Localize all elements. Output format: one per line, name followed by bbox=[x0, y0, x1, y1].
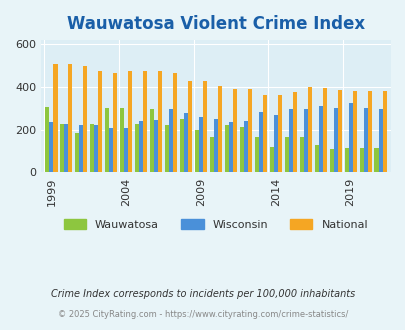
Bar bbox=[292, 92, 296, 173]
Bar bbox=[188, 81, 192, 173]
Bar bbox=[49, 122, 53, 173]
Bar bbox=[98, 71, 102, 173]
Bar bbox=[139, 121, 143, 173]
Bar bbox=[128, 71, 132, 173]
Bar bbox=[258, 112, 262, 173]
Bar bbox=[165, 125, 169, 173]
Bar bbox=[83, 66, 87, 173]
Bar bbox=[183, 113, 188, 173]
Bar bbox=[105, 108, 109, 173]
Bar bbox=[314, 145, 318, 173]
Bar bbox=[124, 128, 128, 173]
Bar bbox=[53, 64, 58, 173]
Bar bbox=[228, 122, 232, 173]
Bar bbox=[217, 86, 222, 173]
Bar bbox=[322, 88, 326, 173]
Bar bbox=[209, 137, 213, 173]
Bar bbox=[299, 137, 303, 173]
Bar bbox=[273, 115, 277, 173]
Bar bbox=[262, 94, 266, 173]
Bar bbox=[303, 110, 307, 173]
Bar bbox=[382, 91, 386, 173]
Bar bbox=[120, 108, 124, 173]
Bar bbox=[362, 108, 367, 173]
Bar bbox=[150, 110, 154, 173]
Bar bbox=[377, 110, 382, 173]
Bar bbox=[243, 121, 247, 173]
Bar bbox=[277, 94, 281, 173]
Bar bbox=[64, 124, 68, 173]
Bar bbox=[143, 71, 147, 173]
Bar bbox=[337, 90, 341, 173]
Title: Wauwatosa Violent Crime Index: Wauwatosa Violent Crime Index bbox=[67, 15, 364, 33]
Bar bbox=[247, 89, 252, 173]
Bar bbox=[307, 87, 311, 173]
Bar bbox=[318, 106, 322, 173]
Bar bbox=[202, 81, 207, 173]
Bar bbox=[239, 126, 243, 173]
Bar bbox=[194, 130, 198, 173]
Bar bbox=[213, 119, 217, 173]
Bar bbox=[352, 91, 356, 173]
Bar bbox=[329, 149, 333, 173]
Bar bbox=[367, 91, 371, 173]
Bar bbox=[359, 148, 362, 173]
Bar bbox=[158, 71, 162, 173]
Bar bbox=[198, 117, 202, 173]
Bar bbox=[269, 147, 273, 173]
Bar bbox=[68, 64, 72, 173]
Bar bbox=[254, 137, 258, 173]
Bar bbox=[113, 73, 117, 173]
Bar bbox=[224, 125, 228, 173]
Bar bbox=[373, 148, 377, 173]
Text: Crime Index corresponds to incidents per 100,000 inhabitants: Crime Index corresponds to incidents per… bbox=[51, 289, 354, 299]
Bar bbox=[348, 103, 352, 173]
Bar bbox=[179, 119, 183, 173]
Bar bbox=[154, 120, 158, 173]
Bar bbox=[79, 125, 83, 173]
Bar bbox=[288, 110, 292, 173]
Bar bbox=[333, 108, 337, 173]
Bar bbox=[344, 148, 348, 173]
Bar bbox=[135, 124, 139, 173]
Legend: Wauwatosa, Wisconsin, National: Wauwatosa, Wisconsin, National bbox=[60, 215, 371, 235]
Bar bbox=[169, 110, 173, 173]
Bar bbox=[75, 133, 79, 173]
Text: © 2025 CityRating.com - https://www.cityrating.com/crime-statistics/: © 2025 CityRating.com - https://www.city… bbox=[58, 310, 347, 319]
Bar bbox=[45, 107, 49, 173]
Bar bbox=[109, 128, 113, 173]
Bar bbox=[60, 124, 64, 173]
Bar bbox=[173, 73, 177, 173]
Bar bbox=[94, 125, 98, 173]
Bar bbox=[232, 89, 237, 173]
Bar bbox=[90, 124, 94, 173]
Bar bbox=[284, 137, 288, 173]
